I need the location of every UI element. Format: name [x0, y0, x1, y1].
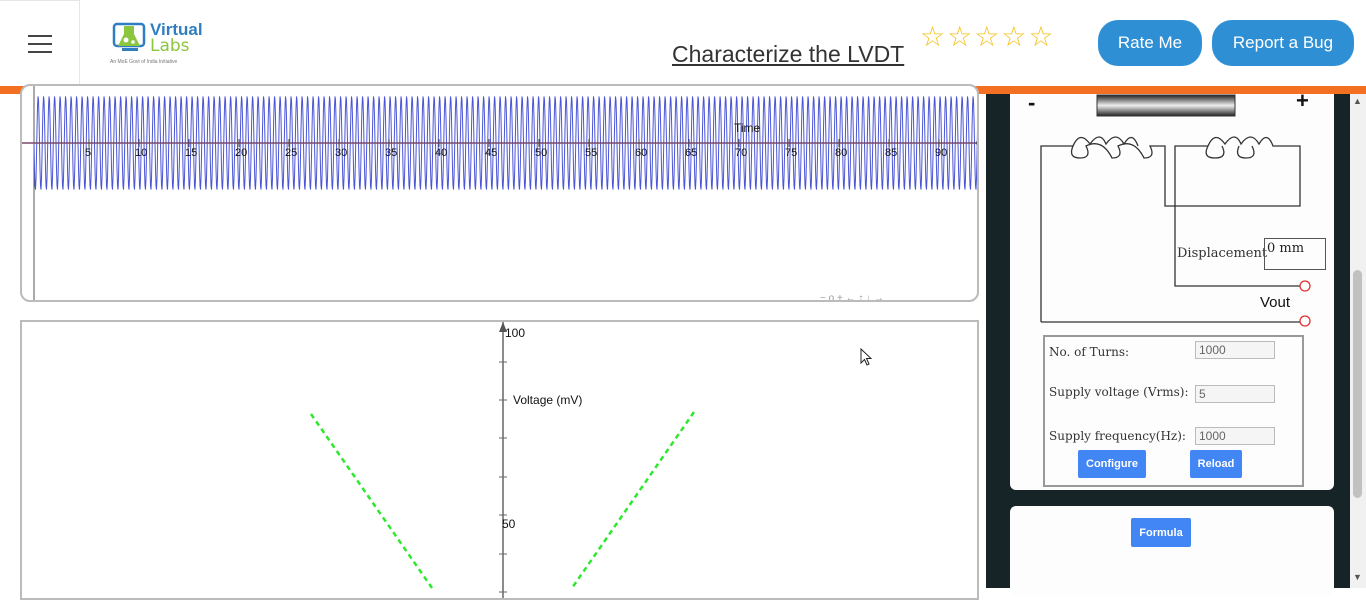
x-tick-label: 15: [185, 147, 197, 159]
x-axis-label: Time: [734, 121, 761, 135]
x-tick-label: 20: [235, 147, 247, 159]
x-tick-label: 90: [935, 147, 947, 159]
vout-terminal-plus-icon: [1299, 280, 1311, 292]
reload-button[interactable]: Reload: [1190, 450, 1242, 478]
x-tick-label: 70: [735, 147, 747, 159]
page-title: Characterize the LVDT: [672, 41, 905, 67]
waveform-panel: 5 10 15 20 25 30 35 40 45 50 55 60 65 70 75 80 85 90 Time…: [20, 84, 979, 302]
graph-pan-zoom-toolbar[interactable]: − o + ← ↑ ↓ →: [820, 293, 884, 302]
waveform-plot: 5 10 15 20 25 30 35 40 45 50 55 60 65 70 75 80 85 90 Time…: [22, 86, 977, 302]
x-tick-label: 55: [585, 147, 597, 159]
x-tick-label: 10: [135, 147, 147, 159]
formula-card: Formula: [1010, 506, 1334, 596]
y-axis-label: Voltage (mV): [513, 393, 582, 407]
turns-field[interactable]: 1000: [1195, 341, 1275, 359]
vout-label: Vout: [1260, 294, 1291, 311]
primary-coil: [1040, 143, 1177, 322]
formula-button[interactable]: Formula: [1131, 518, 1191, 547]
lvdt-diagram: [1040, 94, 1311, 327]
y-tick-label-100: 100: [505, 326, 525, 340]
x-tick-label: 35: [385, 147, 397, 159]
characteristic-panel: 100 50 Voltage (mV): [20, 320, 979, 600]
x-tick-label: 80: [835, 147, 847, 159]
page-scrollbar[interactable]: ▲ ▼: [1350, 94, 1366, 588]
virtual-labs-logo[interactable]: Virtual Labs An MoE Govt of India Initia…: [110, 16, 205, 68]
x-tick-label: 60: [635, 147, 647, 159]
scroll-thumb[interactable]: [1353, 270, 1362, 498]
configure-button[interactable]: Configure: [1078, 450, 1146, 478]
x-tick-label: 45: [485, 147, 497, 159]
supply-frequency-field[interactable]: 1000: [1195, 427, 1275, 445]
report-bug-button[interactable]: Report a Bug: [1212, 20, 1354, 66]
lvdt-simulator-card: - + Displacement 0 mm: [1010, 88, 1334, 490]
menu-icon[interactable]: [0, 0, 80, 86]
x-tick-label: 65: [685, 147, 697, 159]
secondary-coil: [1177, 136, 1301, 207]
logo-text-virtual: Virtual: [150, 20, 203, 39]
logo-text-labs: Labs: [150, 36, 190, 56]
displacement-label: Displacement: [1177, 246, 1268, 261]
supply-voltage-label: Supply voltage (Vrms):: [1049, 385, 1189, 399]
configuration-form: No. of Turns: 1000 Supply voltage (Vrms)…: [1043, 335, 1304, 487]
x-tick-label: 75: [785, 147, 797, 159]
x-tick-label: 30: [335, 147, 347, 159]
scroll-down-icon[interactable]: ▼: [1353, 572, 1362, 582]
supply-voltage-field[interactable]: 5: [1195, 385, 1275, 403]
y-tick-label-50: 50: [502, 517, 516, 531]
supply-frequency-label: Supply frequency(Hz):: [1049, 429, 1186, 443]
scroll-up-icon[interactable]: ▲: [1353, 96, 1362, 106]
rating-stars[interactable]: ☆☆☆☆☆: [920, 21, 1056, 52]
plus-label: +: [1296, 88, 1309, 113]
minus-label: -: [1028, 90, 1036, 115]
mouse-cursor-icon: [860, 348, 873, 366]
x-tick-label: 40: [435, 147, 447, 159]
header: Virtual Labs An MoE Govt of India Initia…: [0, 0, 1366, 88]
simulator-panel: - + Displacement 0 mm: [986, 88, 1350, 596]
x-tick-label: 85: [885, 147, 897, 159]
rate-me-button[interactable]: Rate Me: [1098, 20, 1202, 66]
characteristic-curve-left: [309, 413, 434, 589]
x-tick-label: 25: [285, 147, 297, 159]
displacement-field[interactable]: 0 mm: [1264, 238, 1326, 270]
turns-label: No. of Turns:: [1049, 345, 1130, 359]
flask-icon: [112, 22, 146, 51]
x-tick-label: 5: [85, 147, 91, 159]
vout-terminal-minus-icon: [1299, 315, 1311, 327]
x-tick-label: 50: [535, 147, 547, 159]
logo-tagline: An MoE Govt of India Initiative: [110, 59, 178, 65]
waveform-series: [33, 96, 977, 190]
characteristic-curve-right: [570, 411, 696, 589]
lvdt-core-slider[interactable]: [1096, 94, 1236, 117]
characteristic-plot: 100 50 Voltage (mV): [309, 322, 696, 598]
graph-area: 5 10 15 20 25 30 35 40 45 50 55 60 65 70 75 80 85 90 Time…: [0, 84, 986, 600]
